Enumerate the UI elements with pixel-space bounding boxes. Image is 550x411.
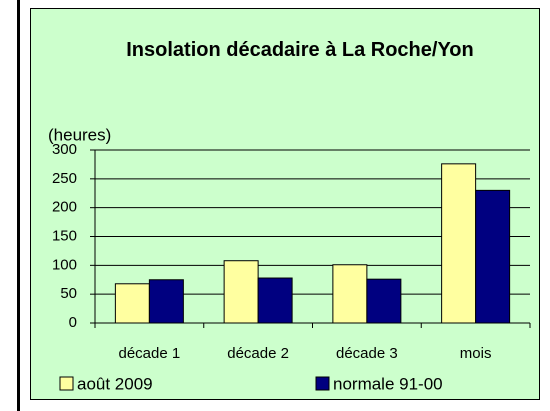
legend-label: août 2009 xyxy=(77,374,153,393)
y-tick-label: 50 xyxy=(60,285,77,302)
x-tick-label: décade 3 xyxy=(336,345,398,362)
bar xyxy=(114,283,150,324)
bar xyxy=(332,264,368,324)
bar xyxy=(148,279,184,324)
legend-swatch xyxy=(59,376,74,391)
bar xyxy=(475,189,511,324)
bar xyxy=(223,260,259,324)
chart-title: Insolation décadaire à La Roche/Yon xyxy=(126,39,474,61)
y-tick-label: 250 xyxy=(52,170,77,187)
bar xyxy=(257,277,293,324)
y-tick-label: 200 xyxy=(52,199,77,216)
y-tick-label: 100 xyxy=(52,256,77,273)
x-tick-label: décade 2 xyxy=(227,345,289,362)
legend-label: normale 91-00 xyxy=(333,374,443,393)
left-border xyxy=(17,0,20,411)
bar xyxy=(366,278,402,324)
y-axis-label: (heures) xyxy=(48,125,111,144)
x-tick-label: mois xyxy=(460,345,492,362)
legend-swatch xyxy=(315,376,330,391)
x-tick-label: décade 1 xyxy=(119,345,181,362)
bar xyxy=(441,163,477,324)
y-tick-label: 300 xyxy=(52,141,77,158)
y-tick-label: 150 xyxy=(52,227,77,244)
y-tick-label: 0 xyxy=(69,314,77,331)
